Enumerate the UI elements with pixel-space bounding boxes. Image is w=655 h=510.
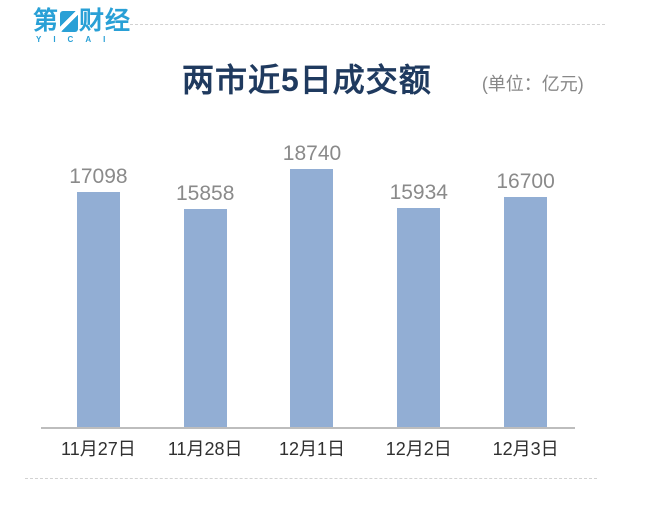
yicai-logo-subtext: YICAI — [36, 35, 118, 44]
footer-dashed-rule — [25, 478, 597, 479]
x-axis-label: 12月1日 — [278, 439, 346, 459]
bar — [504, 197, 548, 427]
logo-screen-icon — [60, 11, 79, 32]
x-axis-label: 11月28日 — [167, 439, 243, 459]
bar-column: 17098 — [45, 127, 152, 427]
bar-column: 16700 — [472, 127, 579, 427]
bar — [290, 169, 334, 427]
bar-column: 15858 — [152, 127, 259, 427]
bar-value-label: 17098 — [69, 165, 128, 188]
chart-unit-label: (单位：亿元) — [481, 74, 584, 94]
bar-series: 17098 15858 18740 15934 16700 — [45, 127, 579, 427]
x-axis-label: 12月2日 — [385, 439, 452, 459]
header-dashed-rule — [130, 24, 605, 25]
bar — [183, 209, 227, 427]
x-axis-label: 11月27日 — [61, 439, 136, 459]
bar-value-label: 18740 — [282, 142, 342, 165]
bar — [397, 208, 441, 427]
bar-column: 15934 — [365, 127, 472, 427]
bar-value-label: 15934 — [389, 181, 448, 204]
bar-value-label: 15858 — [175, 182, 235, 205]
yicai-logo-wordmark: 第 财经 — [33, 9, 131, 34]
logo-chars: 财经 — [79, 7, 132, 35]
yicai-logo: 第 财经 YICAI — [33, 9, 131, 44]
bar-value-label: 16700 — [496, 170, 555, 193]
x-axis-label: 12月3日 — [492, 439, 559, 459]
x-axis-labels: 11月27日 11月28日 12月1日 12月2日 12月3日 — [45, 438, 579, 460]
title-row: 两市近5日成交额 (单位：亿元) — [0, 60, 655, 100]
x-axis-line — [41, 427, 575, 429]
logo-char: 第 — [33, 7, 60, 35]
chart-title: 两市近5日成交额 — [182, 62, 432, 98]
bar-column: 18740 — [259, 127, 366, 427]
bar — [76, 192, 120, 427]
